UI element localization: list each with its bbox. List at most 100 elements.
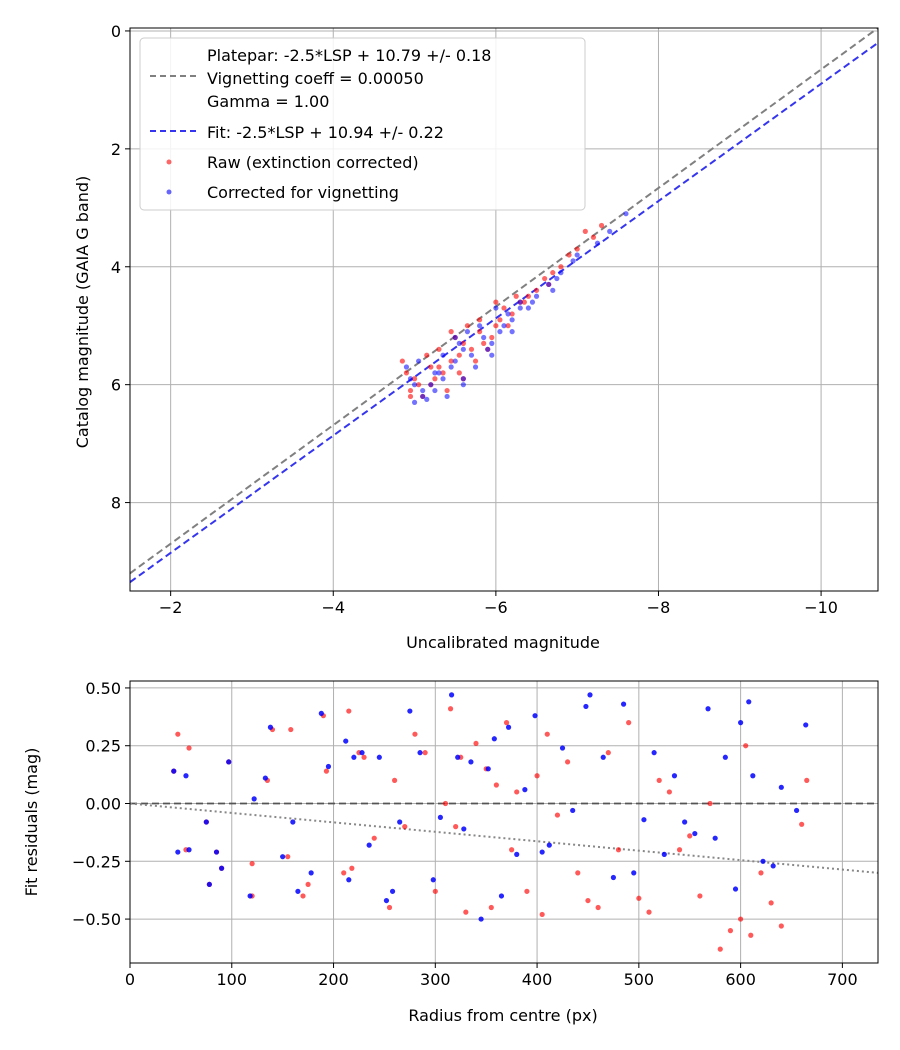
calibration-corrected-point [424, 396, 430, 403]
residuals-corrected-point [738, 720, 744, 726]
calibration-raw-point [448, 358, 454, 364]
residuals-xtick-label: 200 [318, 970, 349, 989]
calibration-corrected-point [416, 358, 422, 364]
residuals-corrected-point [600, 754, 606, 760]
legend-platepar-line3: Gamma = 1.00 [207, 92, 329, 111]
residuals-corrected-point [760, 858, 766, 864]
calibration-corrected-point [428, 382, 434, 388]
residuals-lines [130, 802, 878, 874]
calibration-corrected-point [489, 340, 495, 346]
residuals-raw-point [585, 897, 591, 904]
calibration-raw-point [477, 329, 483, 335]
residuals-raw-point [453, 824, 459, 830]
residuals-raw-point [727, 928, 734, 934]
residuals-corrected-point [746, 699, 752, 705]
residuals-raw-point [323, 768, 330, 774]
residuals-corrected-point [389, 888, 396, 894]
calibration-raw-point [407, 393, 414, 400]
residuals-corrected-point [570, 807, 576, 814]
residuals-xtick-label: 500 [624, 970, 655, 989]
residuals-raw-point [748, 932, 754, 938]
calibration-frame [129, 27, 879, 592]
residuals-corrected-point [750, 773, 756, 779]
residuals-raw-point [524, 888, 530, 894]
calibration-raw-point [477, 317, 483, 323]
residuals-raw-point [687, 833, 693, 839]
calibration-ytick-label: 4 [111, 258, 121, 277]
residuals-corrected-point [397, 819, 403, 825]
residuals-raw-point [565, 759, 571, 765]
residuals-ytick-label: 0.50 [85, 679, 121, 698]
residuals-corrected-point [732, 886, 739, 892]
residuals-raw-point [636, 895, 642, 901]
legend-platepar-line1: Platepar: -2.5*LSP + 10.79 +/- 0.18 [207, 46, 491, 65]
calibration-corrected-point [558, 270, 564, 276]
calibration-corrected-point [493, 305, 499, 311]
residuals-corrected-point [251, 796, 257, 802]
residuals-corrected-point [213, 849, 220, 855]
calibration-raw-point [566, 252, 572, 258]
residuals-corrected-point [722, 754, 728, 760]
calibration-raw-point [399, 358, 405, 364]
calibration-raw-point [440, 370, 446, 376]
residuals-xlabel: Radius from centre (px) [408, 1006, 597, 1025]
calibration-raw-point [472, 358, 479, 364]
calibration-corrected-point [460, 346, 466, 352]
residuals-corrected-point [247, 893, 253, 899]
calibration-raw-point [403, 370, 410, 376]
calibration-raw-point [582, 228, 588, 234]
calibration-corrected-point [489, 352, 495, 358]
residuals-corrected-point [587, 692, 593, 698]
residuals-corrected-point [308, 870, 314, 876]
calibration-ytick-label: 0 [111, 22, 121, 41]
calibration-raw-point [407, 387, 414, 394]
calibration-raw-point [574, 246, 580, 252]
calibration-corrected-point [509, 329, 515, 335]
residuals-corrected-point [559, 745, 566, 751]
residuals-corrected-point [641, 817, 647, 823]
calibration-raw-point [590, 234, 597, 240]
calibration-raw-point [533, 287, 540, 293]
residuals-corrected-point [343, 738, 349, 744]
residuals-corrected-point [532, 713, 538, 719]
residuals-corrected-point [803, 722, 809, 728]
residuals-corrected-point [359, 750, 365, 756]
calibration-raw-point [464, 323, 471, 329]
residuals-corrected-point [455, 754, 461, 760]
residuals-raw-point [534, 773, 540, 779]
residuals-raw-point [738, 916, 744, 922]
calibration-raw-point [468, 346, 475, 352]
residuals-raw-point [442, 800, 449, 807]
legend-fit-label: Fit: -2.5*LSP + 10.94 +/- 0.22 [207, 123, 444, 142]
residuals-raw-point [463, 909, 469, 915]
residuals-raw-point [349, 865, 355, 871]
calibration-raw-point [481, 340, 487, 346]
residuals-plot: 0 100 200 300 400 500 600 700 −0.50 −0.25 0.00 0.25… [22, 679, 879, 1025]
residuals-raw-point [778, 923, 784, 929]
residuals-corrected-point [366, 842, 372, 848]
calibration-corrected-point [452, 358, 458, 364]
calibration-corrected-point [570, 258, 576, 264]
legend-platepar-line2: Vignetting coeff = 0.00050 [207, 69, 424, 88]
calibration-raw-point [497, 317, 503, 323]
residuals-raw-point [503, 720, 510, 726]
residuals-corrected-point [318, 710, 324, 716]
residuals-corrected-point [620, 701, 627, 707]
residuals-raw-point [432, 888, 438, 894]
calibration-raw-point [505, 323, 511, 329]
residuals-corrected-point [583, 703, 589, 710]
calibration-corrected-point [525, 305, 531, 311]
calibration-corrected-point [432, 387, 438, 394]
calibration-raw-point [550, 270, 556, 276]
residuals-corrected-point [485, 766, 491, 772]
residuals-corrected-point [376, 754, 382, 760]
residuals-ytick-label: −0.25 [72, 852, 121, 871]
calibration-line-platepar [130, 28, 878, 575]
calibration-corrected-point [477, 323, 483, 329]
residuals-raw-point [285, 854, 291, 860]
calibration-raw-point [493, 299, 499, 305]
calibration-raw-point [416, 382, 422, 388]
calibration-raw-point [428, 364, 434, 370]
residuals-corrected-point [546, 842, 552, 848]
